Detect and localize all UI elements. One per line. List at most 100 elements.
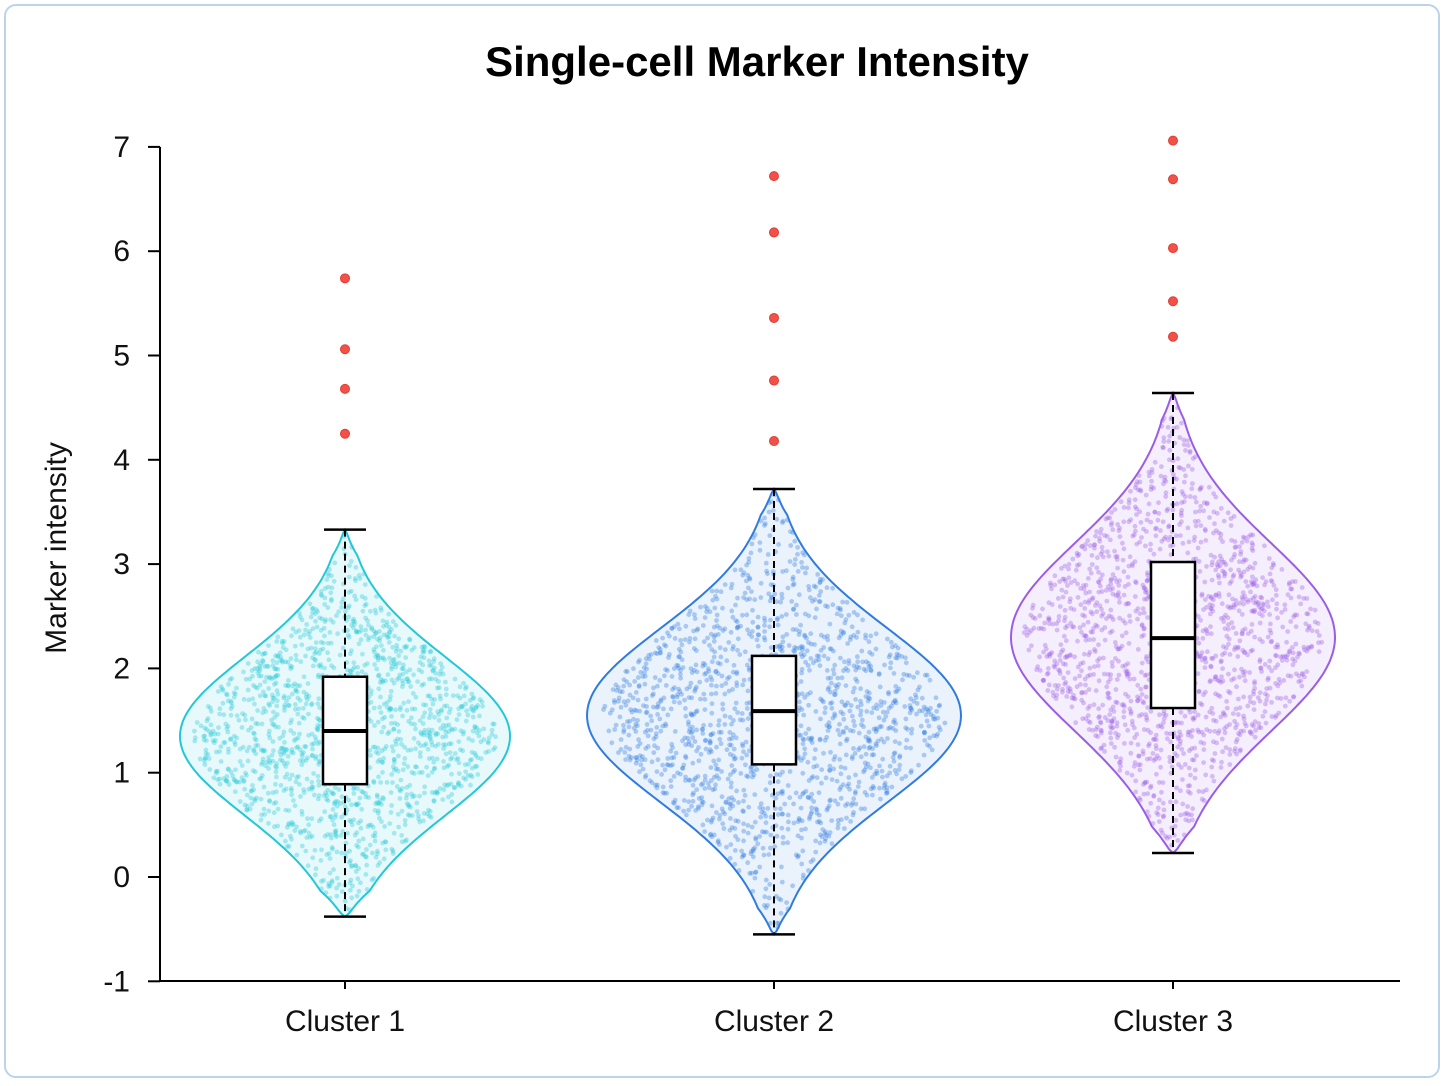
data-point bbox=[271, 695, 277, 701]
data-point bbox=[387, 655, 392, 661]
data-point bbox=[874, 768, 879, 774]
data-point bbox=[278, 657, 283, 663]
data-point bbox=[267, 735, 273, 741]
data-point bbox=[335, 799, 341, 805]
data-point bbox=[865, 738, 871, 744]
data-point bbox=[1196, 559, 1202, 564]
data-point bbox=[847, 728, 853, 733]
data-point bbox=[1118, 763, 1123, 769]
data-point bbox=[272, 824, 277, 830]
data-point bbox=[429, 790, 435, 795]
data-point bbox=[437, 672, 442, 677]
data-point bbox=[1105, 694, 1111, 700]
data-point bbox=[1207, 515, 1212, 520]
data-point bbox=[435, 709, 441, 715]
data-point bbox=[1082, 546, 1088, 552]
data-point bbox=[270, 721, 275, 727]
data-point bbox=[408, 684, 414, 689]
data-point bbox=[822, 838, 828, 844]
data-point bbox=[1122, 741, 1127, 746]
data-point bbox=[256, 649, 261, 655]
data-point bbox=[865, 698, 871, 704]
data-point bbox=[777, 642, 783, 648]
data-point bbox=[420, 650, 426, 655]
data-point bbox=[391, 757, 397, 762]
data-point bbox=[717, 645, 723, 651]
data-point bbox=[1195, 654, 1201, 660]
data-point bbox=[1034, 667, 1039, 673]
data-point bbox=[870, 792, 875, 798]
data-point bbox=[389, 721, 394, 726]
data-point bbox=[810, 660, 816, 666]
data-point bbox=[389, 714, 394, 719]
data-point bbox=[802, 552, 807, 558]
data-point bbox=[250, 783, 255, 788]
data-point bbox=[1239, 612, 1245, 617]
y-tick-label: 2 bbox=[113, 652, 130, 685]
data-point bbox=[1218, 531, 1224, 537]
data-point bbox=[289, 788, 294, 793]
data-point bbox=[375, 655, 381, 661]
data-point bbox=[1057, 579, 1062, 584]
data-point bbox=[377, 680, 383, 685]
data-point bbox=[673, 750, 679, 756]
data-point bbox=[1260, 713, 1266, 719]
data-point bbox=[1248, 729, 1253, 735]
data-point bbox=[1076, 562, 1082, 567]
data-point bbox=[1244, 597, 1250, 603]
data-point bbox=[1114, 723, 1120, 729]
data-point bbox=[1096, 642, 1101, 648]
data-point bbox=[691, 628, 696, 634]
data-point bbox=[711, 654, 717, 660]
data-point bbox=[1105, 718, 1111, 723]
data-point bbox=[214, 749, 219, 755]
data-point bbox=[741, 809, 746, 814]
data-point bbox=[407, 637, 413, 643]
data-point bbox=[1132, 523, 1138, 529]
data-point bbox=[374, 792, 380, 798]
data-point bbox=[714, 623, 720, 629]
data-point bbox=[800, 644, 806, 650]
data-point bbox=[794, 645, 799, 651]
data-point bbox=[275, 672, 281, 678]
data-point bbox=[850, 754, 855, 759]
data-point bbox=[424, 764, 429, 770]
data-point bbox=[325, 605, 331, 610]
data-point bbox=[419, 644, 425, 650]
data-point bbox=[365, 637, 371, 643]
data-point bbox=[800, 736, 806, 742]
data-point bbox=[470, 714, 476, 720]
data-point bbox=[728, 842, 734, 847]
data-point bbox=[731, 644, 736, 649]
data-point bbox=[1238, 574, 1244, 580]
data-point bbox=[404, 669, 409, 675]
data-point bbox=[828, 689, 833, 695]
data-point bbox=[387, 821, 393, 826]
data-point bbox=[307, 834, 313, 840]
data-point bbox=[1160, 444, 1166, 450]
data-point bbox=[204, 738, 209, 743]
data-point bbox=[1259, 669, 1264, 674]
data-point bbox=[649, 693, 655, 698]
data-point bbox=[1109, 741, 1114, 746]
data-point bbox=[224, 774, 230, 779]
data-point bbox=[780, 569, 785, 574]
data-point bbox=[808, 811, 814, 817]
data-point bbox=[1162, 477, 1167, 483]
data-point bbox=[331, 791, 336, 797]
data-point bbox=[376, 686, 382, 692]
data-point bbox=[228, 736, 234, 742]
data-point bbox=[1093, 533, 1098, 539]
data-point bbox=[204, 727, 210, 732]
data-point bbox=[1185, 729, 1191, 735]
data-point bbox=[741, 570, 747, 576]
data-point bbox=[1252, 679, 1257, 684]
data-point bbox=[1236, 608, 1242, 614]
data-point bbox=[734, 625, 740, 631]
data-point bbox=[858, 754, 864, 760]
data-point bbox=[313, 640, 319, 645]
data-point bbox=[281, 639, 287, 644]
data-point bbox=[1163, 490, 1169, 496]
data-point bbox=[275, 691, 281, 697]
data-point bbox=[1213, 528, 1219, 533]
